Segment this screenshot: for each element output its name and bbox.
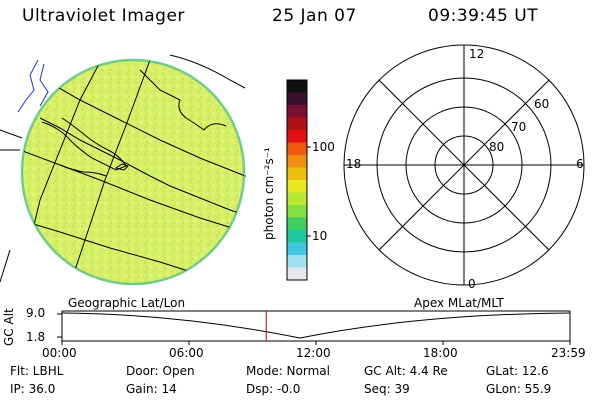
mlt-label-18: 18 — [346, 157, 362, 171]
coastline — [139, 69, 227, 131]
ocean-line — [39, 63, 49, 107]
colorbar-swatch — [287, 80, 307, 93]
colorbar-unit-label: photon cm⁻²s⁻¹ — [262, 147, 276, 240]
polar-diagonal — [378, 79, 550, 251]
colorbar-swatch — [287, 92, 307, 106]
colorbar-swatch — [287, 230, 307, 243]
lat-grid-line — [22, 219, 211, 279]
timeline-xtick-0600: 06:00 — [169, 346, 204, 360]
color-scale-bar — [286, 79, 311, 281]
colorbar-swatch — [287, 105, 307, 118]
colorbar-swatch — [287, 142, 307, 156]
instrument-title: Ultraviolet Imager — [22, 6, 185, 26]
lat-label-70: 70 — [511, 120, 527, 134]
time-label: 09:39:45 UT — [428, 6, 539, 26]
dsp-status: Dsp: -0.0 — [246, 382, 301, 396]
altitude-timeline — [57, 310, 571, 345]
timeline-ytick-9: 9.0 — [26, 306, 46, 320]
lat-label-60: 60 — [534, 97, 550, 111]
lat-grid-line — [22, 149, 244, 233]
timeline-xtick-1200: 12:00 — [296, 346, 331, 360]
door-status: Door: Open — [126, 364, 195, 378]
colorbar-swatch — [287, 117, 307, 131]
apex-caption: Apex MLat/MLT — [414, 296, 504, 310]
timeline-y-label: GC Alt — [2, 308, 16, 346]
mlt-label-6: 6 — [576, 157, 584, 171]
ocean-line — [17, 59, 39, 113]
coastline — [59, 164, 107, 177]
colorbar-swatch — [287, 255, 307, 268]
gain-status: Gain: 14 — [126, 382, 177, 396]
timeline-xtick-0000: 00:00 — [42, 346, 77, 360]
timeline-ytick-1-8: 1.8 — [26, 330, 46, 344]
coastline — [114, 163, 129, 171]
colorbar-swatch — [287, 155, 307, 168]
geographic-caption: Geographic Lat/Lon — [68, 296, 186, 310]
lat-grid-line — [39, 117, 244, 216]
colorbar-swatch — [287, 130, 307, 143]
date-label: 25 Jan 07 — [272, 6, 357, 26]
glon-status: GLon: 55.9 — [486, 382, 552, 396]
colorbar-swatch — [287, 205, 307, 218]
earth-disk-image — [0, 54, 246, 286]
seq-status: Seq: 39 — [364, 382, 410, 396]
timeline-xtick-2359: 23:59 — [551, 346, 586, 360]
timeline-ticks — [61, 341, 571, 345]
colorbar-swatch — [287, 267, 307, 281]
ip-status: IP: 36.0 — [10, 382, 56, 396]
glat-status: GLat: 12.6 — [486, 364, 549, 378]
filter-status: Flt: LBHL — [10, 364, 64, 378]
colorbar-frame — [286, 79, 308, 281]
gc-alt-status: GC Alt: 4.4 Re — [364, 364, 448, 378]
lon-grid-line — [69, 60, 151, 284]
polar-grid — [343, 44, 585, 286]
colorbar-swatch — [287, 217, 307, 231]
lat-grid-line — [27, 69, 244, 177]
colorbar-swatch — [287, 167, 307, 181]
lat-label-80: 80 — [489, 140, 505, 154]
mlt-label-0: 0 — [468, 277, 476, 291]
colorbar-swatch — [287, 242, 307, 256]
colorbar-tick-100: 100 — [312, 140, 335, 154]
colorbar-swatch — [287, 180, 307, 193]
altitude-curve — [61, 312, 571, 339]
lon-grid-line — [27, 61, 101, 251]
colorbar-tick-10: 10 — [312, 229, 328, 243]
colorbar-swatch — [287, 192, 307, 206]
coastline — [41, 117, 127, 171]
timeline-xtick-1800: 18:00 — [423, 346, 458, 360]
mlt-label-12: 12 — [469, 47, 485, 61]
mode-status: Mode: Normal — [246, 364, 330, 378]
